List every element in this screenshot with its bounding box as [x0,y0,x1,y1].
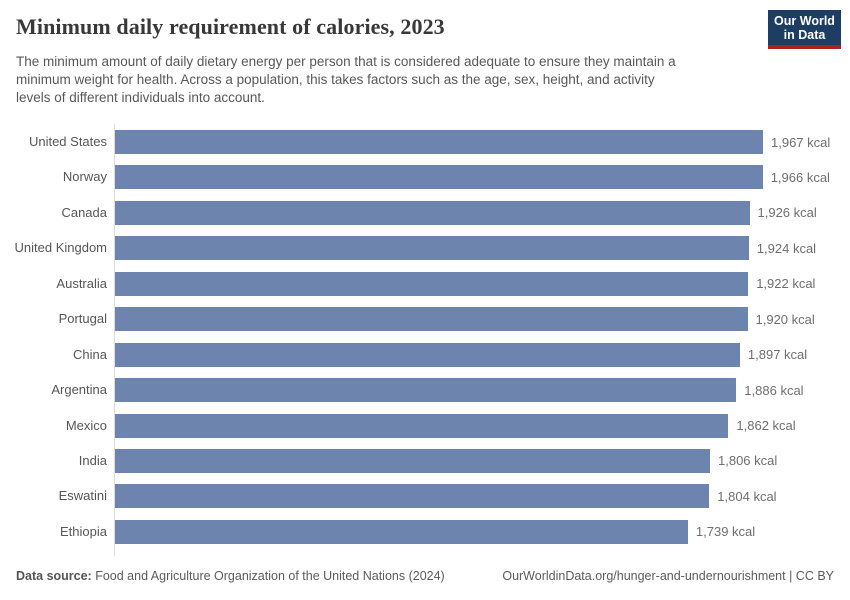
bar[interactable] [115,378,737,403]
bar[interactable] [115,165,763,190]
category-label: Argentina [51,382,107,398]
chart-title: Minimum daily requirement of calories, 2… [16,14,445,39]
data-source-label: Data source: [16,569,92,583]
subtitle-line: minimum weight for health. Across a popu… [16,72,655,87]
value-label: 1,739 kcal [695,524,756,540]
chart-row: United Kingdom 1,924 kcal [0,236,850,261]
category-label: United Kingdom [14,240,108,256]
value-label: 1,926 kcal [757,205,817,221]
category-label: Ethiopia [60,523,107,539]
bar[interactable] [115,307,748,332]
owid-logo-line1: Our World [774,14,835,28]
bar[interactable] [115,342,740,367]
y-axis-line [114,124,115,556]
chart-row: Ethiopia 1,739 kcal [0,519,850,544]
value-label: 1,920 kcal [755,311,815,327]
value-label: 1,966 kcal [770,169,830,185]
chart-row: United States 1,967 kcal [0,130,850,154]
value-label: 1,924 kcal [756,240,817,256]
value-label: 1,922 kcal [756,276,816,292]
category-label: Mexico [65,417,107,433]
chart-subtitle: The minimum amount of daily dietary ener… [16,53,756,107]
chart-row: India 1,806 kcal [0,448,850,473]
category-label: Canada [61,204,107,220]
bar[interactable] [115,130,763,154]
chart-row: Mexico 1,862 kcal [0,413,850,438]
bar[interactable] [115,413,729,438]
bar[interactable] [115,519,688,544]
chart-row: Argentina 1,886 kcal [0,378,850,403]
data-source-note: Data source: Food and Agriculture Organi… [16,569,445,583]
chart-row: China 1,897 kcal [0,342,850,367]
subtitle-line: levels of different individuals into acc… [16,90,265,105]
bar[interactable] [115,448,710,473]
value-label: 1,804 kcal [717,488,777,504]
chart-row: Canada 1,926 kcal [0,200,850,225]
bar[interactable] [115,236,749,261]
chart-row: Australia 1,922 kcal [0,271,850,296]
category-label: Eswatini [58,488,107,504]
owid-logo[interactable]: Our World in Data [768,10,841,49]
category-label: Norway [62,169,107,185]
subtitle-line: The minimum amount of daily dietary ener… [16,54,676,69]
chart-row: Portugal 1,920 kcal [0,307,850,332]
value-label: 1,806 kcal [718,453,778,469]
bar[interactable] [115,200,750,225]
chart-row: Norway 1,966 kcal [0,165,850,190]
owid-link[interactable]: OurWorldinData.org/hunger-and-undernouri… [502,569,834,583]
bar-chart: United States 1,967 kcal Norway 1,966 kcal C… [0,130,850,544]
data-source-text: Food and Agriculture Organization of the… [91,569,445,583]
category-label: Australia [56,275,107,291]
category-label: India [78,452,107,468]
value-label: 1,886 kcal [744,382,804,398]
value-label: 1,862 kcal [736,418,796,433]
chart-row: Eswatini 1,804 kcal [0,484,850,509]
category-label: Portugal [58,311,107,327]
value-label: 1,897 kcal [747,347,808,363]
category-label: China [73,346,107,362]
value-label: 1,967 kcal [771,134,831,150]
bar[interactable] [115,484,710,509]
category-label: United States [28,134,107,149]
bar[interactable] [115,271,749,296]
owid-logo-line2: in Data [783,28,826,42]
